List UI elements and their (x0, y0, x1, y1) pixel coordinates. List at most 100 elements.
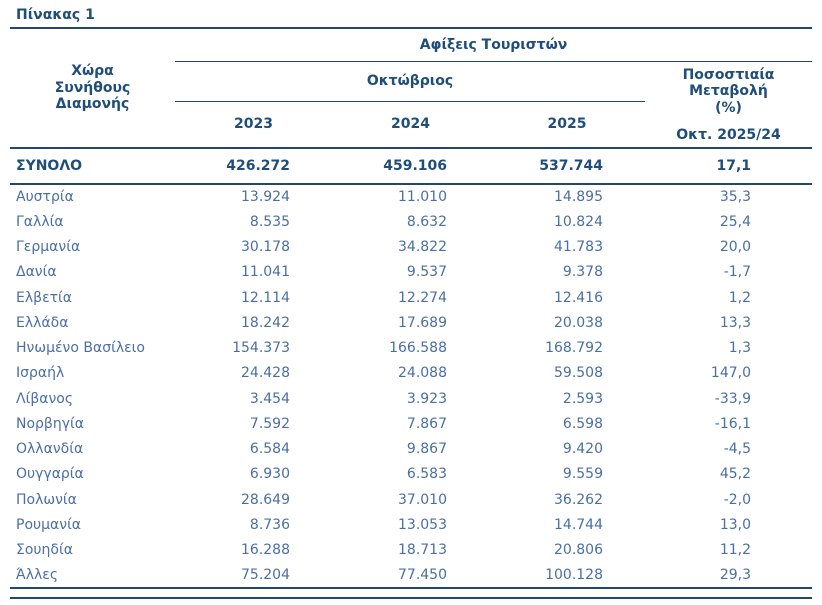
total-2025: 537.744 (489, 148, 645, 185)
table-row: Αυστρία 13.924 11.010 14.895 35,3 (10, 184, 812, 209)
table-row: Ηνωμένο Βασίλειο 154.373 166.588 168.792… (10, 336, 812, 361)
value-2024: 12.274 (398, 289, 447, 306)
country-cell: Δανία (16, 264, 57, 281)
value-2023: 6.584 (249, 441, 290, 458)
pct-change-header-content: Ποσοστιαία Μεταβολή (%) Οκτ. 2025/24 (645, 62, 812, 147)
value-2024: 8.632 (406, 213, 447, 230)
value-2023: 154.373 (232, 340, 290, 357)
country-cell: Σουηδία (16, 542, 73, 559)
value-2024: 3.923 (406, 390, 447, 407)
value-2023: 28.649 (241, 491, 290, 508)
year-header-2023: 2023 (175, 101, 332, 149)
pct-cell: 1,3 (728, 340, 752, 357)
value-2023: 8.535 (249, 213, 290, 230)
value-2025: 2.593 (562, 390, 603, 407)
value-2025: 41.783 (554, 239, 603, 256)
country-cell: Αυστρία (16, 189, 74, 206)
value-2023: 12.114 (241, 289, 290, 306)
table-row: Δανία 11.041 9.537 9.378 -1,7 (10, 260, 812, 285)
table-row: Σουηδία 16.288 18.713 20.806 11,2 (10, 538, 812, 563)
value-2025: 12.416 (554, 289, 603, 306)
value-2025: 9.420 (562, 441, 603, 458)
value-2025: 9.378 (562, 264, 603, 281)
value-2023: 30.178 (241, 239, 290, 256)
table-row: Λίβανος 3.454 3.923 2.593 -33,9 (10, 386, 812, 411)
pct-cell: -1,7 (723, 264, 752, 281)
value-2025: 168.792 (545, 340, 603, 357)
country-cell: Ουγγαρία (16, 466, 84, 483)
pct-change-header: Ποσοστιαία Μεταβολή (%) Οκτ. 2025/24 (645, 61, 813, 149)
value-2023: 11.041 (241, 264, 290, 281)
table-header: Χώρα Συνήθους Διαμονής Αφίξεις Τουριστών… (10, 29, 813, 149)
table-row: Ελβετία 12.114 12.274 12.416 1,2 (10, 285, 812, 310)
country-cell: Γαλλία (16, 213, 64, 230)
pct-cell: 45,2 (719, 466, 752, 483)
value-2023: 3.454 (249, 390, 290, 407)
value-2023: 24.428 (241, 365, 290, 382)
table-row: Γερμανία 30.178 34.822 41.783 20,0 (10, 235, 812, 260)
table-row: Πολωνία 28.649 37.010 36.262 -2,0 (10, 487, 812, 512)
table-row: Ελλάδα 18.242 17.689 20.038 13,3 (10, 310, 812, 335)
pct-cell: 25,4 (719, 213, 752, 230)
pct-cell: 1,2 (728, 289, 752, 306)
arrivals-header: Αφίξεις Τουριστών (175, 29, 813, 62)
value-2024: 18.713 (398, 542, 447, 559)
pct-cell: 147,0 (710, 365, 752, 382)
value-2024: 166.588 (389, 340, 447, 357)
bottom-rule (10, 597, 812, 599)
pct-cell: 29,3 (645, 562, 813, 590)
pct-cell: 35,3 (719, 189, 752, 206)
year-header-2024: 2024 (332, 101, 489, 149)
table-row: Ρουμανία 8.736 13.053 14.744 13,0 (10, 512, 812, 537)
value-2024: 7.867 (406, 415, 447, 432)
pct-cell: -2,0 (723, 491, 752, 508)
value-2025: 20.038 (554, 314, 603, 331)
value-2024: 9.537 (406, 264, 447, 281)
value-2025: 10.824 (554, 213, 603, 230)
country-cell: Ισραήλ (16, 365, 65, 382)
country-column-header: Χώρα Συνήθους Διαμονής (10, 29, 175, 149)
pct-cell: 20,0 (719, 239, 752, 256)
table-row: Ουγγαρία 6.930 6.583 9.559 45,2 (10, 462, 812, 487)
value-2023: 75.204 (175, 562, 332, 590)
year-header-2025: 2025 (489, 101, 645, 149)
value-2025: 59.508 (554, 365, 603, 382)
country-cell: Ελλάδα (16, 314, 69, 331)
country-cell: Ρουμανία (16, 516, 82, 533)
month-header: Οκτώβριος (175, 61, 645, 102)
country-cell: Ολλανδία (16, 441, 84, 458)
value-2025: 20.806 (554, 542, 603, 559)
pct-cell: 13,0 (719, 516, 752, 533)
value-2024: 6.583 (406, 466, 447, 483)
total-2024: 459.106 (332, 148, 489, 185)
country-cell: Γερμανία (16, 239, 81, 256)
total-row: ΣΥΝΟΛΟ 426.272 459.106 537.744 17,1 (10, 148, 813, 185)
table-row: Ολλανδία 6.584 9.867 9.420 -4,5 (10, 437, 812, 462)
pct-change-label: Ποσοστιαία Μεταβολή (%) (682, 66, 775, 117)
country-cell: Άλλες (10, 562, 175, 590)
value-2023: 16.288 (241, 542, 290, 559)
total-2023: 426.272 (175, 148, 332, 185)
value-2024: 37.010 (398, 491, 447, 508)
country-cell: Πολωνία (16, 491, 77, 508)
value-2024: 13.053 (398, 516, 447, 533)
table-row: Γαλλία 8.535 8.632 10.824 25,4 (10, 209, 812, 234)
pct-cell: 11,2 (719, 542, 752, 559)
pct-cell: -16,1 (714, 415, 752, 432)
value-2023: 13.924 (241, 189, 290, 206)
value-2024: 34.822 (398, 239, 447, 256)
country-cell: Ηνωμένο Βασίλειο (16, 340, 145, 357)
value-2025: 9.559 (562, 466, 603, 483)
country-cell: Λίβανος (16, 390, 74, 407)
value-2023: 7.592 (249, 415, 290, 432)
value-2023: 8.736 (249, 516, 290, 533)
country-cell: Νορβηγία (16, 415, 84, 432)
pct-cell: 13,3 (719, 314, 752, 331)
total-label: ΣΥΝΟΛΟ (10, 148, 175, 185)
value-2025: 14.895 (554, 189, 603, 206)
value-2024: 24.088 (398, 365, 447, 382)
table-row: Νορβηγία 7.592 7.867 6.598 -16,1 (10, 411, 812, 436)
value-2023: 18.242 (241, 314, 290, 331)
value-2025: 6.598 (562, 415, 603, 432)
